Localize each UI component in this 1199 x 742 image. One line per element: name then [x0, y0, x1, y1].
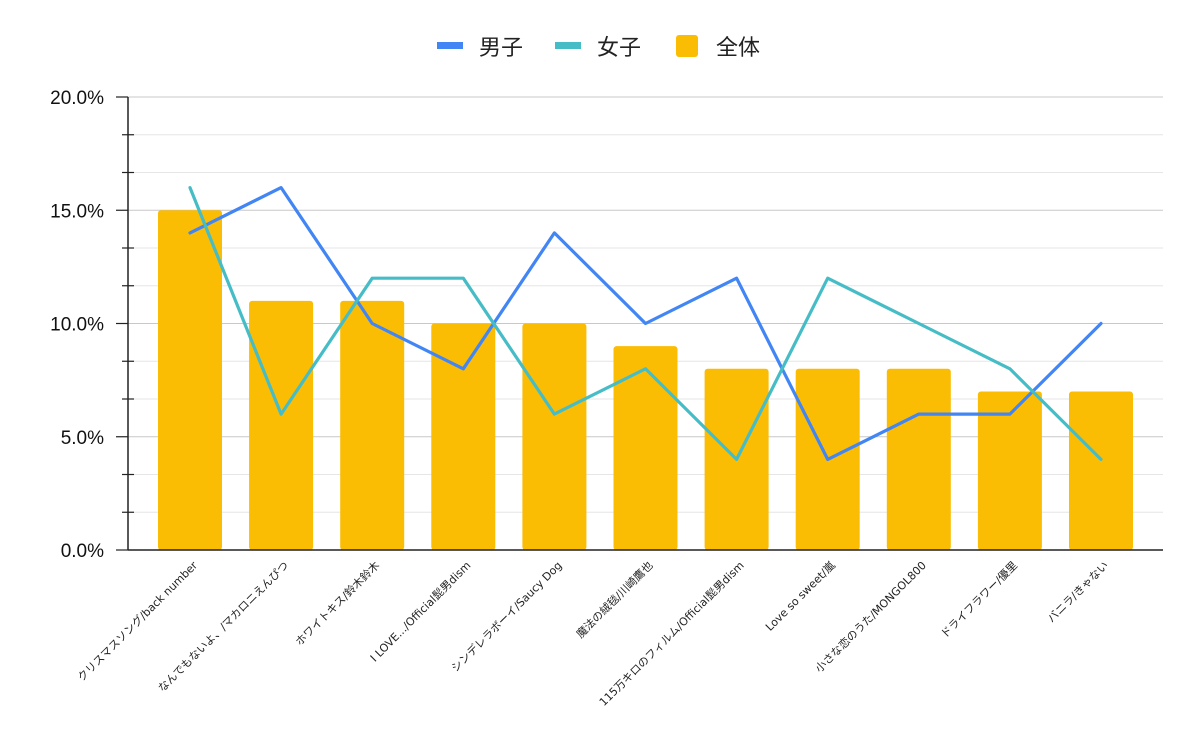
x-tick-label: Love so sweet/嵐: [763, 559, 838, 634]
y-tick-label: 10.0%: [50, 315, 104, 336]
legend-swatch: [555, 42, 581, 49]
bar-2: [340, 300, 405, 550]
bar-9: [977, 391, 1042, 550]
y-tick-label: 20.0%: [50, 88, 104, 109]
bars: [158, 210, 1133, 550]
legend: 男子 女子 全体: [437, 35, 760, 61]
y-tick-label: 0.0%: [61, 541, 104, 562]
line-series-1: [188, 186, 1103, 461]
bar-8: [886, 368, 951, 550]
legend-label: 全体: [716, 36, 760, 61]
axes: [116, 96, 1163, 551]
bar-4: [522, 323, 587, 550]
bar-0: [158, 210, 222, 550]
legend-swatch: [676, 35, 698, 57]
legend-swatch: [437, 42, 463, 49]
line-series-0: [188, 186, 1103, 461]
legend-label: 男子: [479, 36, 523, 61]
legend-label: 女子: [597, 36, 641, 61]
x-tick-label: バニラ/きゃない: [1045, 559, 1111, 625]
x-tick-label: 魔法の絨毯/川崎鷹也: [573, 558, 656, 641]
bar-10: [1069, 391, 1133, 550]
bar-1: [249, 300, 314, 550]
y-tick-labels: 0.0% 5.0% 10.0% 15.0% 20.0%: [50, 88, 104, 562]
bar-5: [613, 346, 678, 550]
x-tick-label: 115万キロのフィルム/Official髭男dism: [596, 558, 747, 709]
x-tick-label: I LOVE.../Official髭男dism: [367, 558, 473, 664]
y-tick-label: 5.0%: [61, 428, 104, 449]
y-tick-label: 15.0%: [50, 201, 104, 222]
bar-3: [431, 323, 496, 550]
x-tick-label: ドライフラワー/優里: [938, 559, 1020, 641]
series-lines: [188, 186, 1103, 461]
x-tick-label: ホワイトキス/鈴木鈴木: [292, 558, 382, 648]
